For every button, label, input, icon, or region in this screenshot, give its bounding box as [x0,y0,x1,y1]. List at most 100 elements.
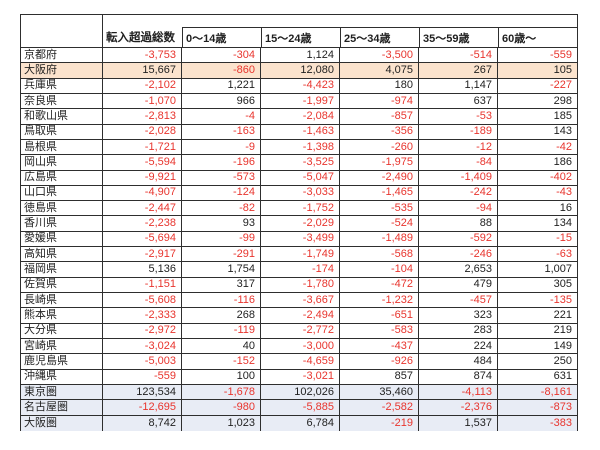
value-cell: -1,721 [103,139,182,156]
value-cell: -3,753 [103,48,182,64]
value-cell: -568 [340,247,419,263]
value-cell: -152 [182,354,261,370]
value-cell: 8,742 [103,415,182,431]
value-cell: -3,525 [261,155,340,171]
value-cell: 298 [498,94,577,110]
value-cell: 40 [182,338,261,355]
column-header-total: 転入超過総数 [106,32,175,44]
column-header-age: 35〜59歳 [419,27,498,47]
value-cell: 1,754 [182,262,261,278]
value-cell: 224 [419,338,498,355]
value-cell: 484 [419,354,498,370]
value-cell: -873 [498,400,577,416]
value-cell: -592 [419,231,498,248]
value-cell: -42 [498,140,577,156]
value-cell: -2,490 [340,170,419,186]
value-cell: -535 [340,201,419,217]
value-cell: -2,772 [261,323,340,339]
value-cell: -63 [498,247,577,263]
value-cell: 219 [498,324,577,339]
value-cell: -291 [182,247,261,263]
value-cell: -583 [340,323,419,339]
row-label: 愛媛県 [21,231,103,248]
value-cell: 16 [498,201,577,217]
value-cell: -1,409 [419,170,498,186]
value-cell: -5,608 [103,293,182,309]
value-cell: -4,113 [419,384,498,401]
value-cell: 874 [419,369,498,385]
value-cell: -124 [182,185,261,202]
value-cell: -5,594 [103,155,182,171]
value-cell: 221 [498,308,577,324]
value-cell: -3,024 [103,338,182,355]
value-cell: -1,151 [103,277,182,293]
value-cell: 35,460 [340,384,419,401]
value-cell: 88 [419,216,498,232]
value-cell: -219 [340,415,419,431]
value-cell: -1,465 [340,185,419,202]
value-cell: -15 [498,232,577,248]
value-cell: -104 [340,262,419,278]
value-cell: -2,102 [103,78,182,94]
value-cell: -246 [419,247,498,263]
value-cell: -260 [340,139,419,156]
value-cell: -116 [182,293,261,309]
value-cell: -94 [419,201,498,217]
value-cell: -174 [261,262,340,278]
value-cell: -5,003 [103,354,182,370]
value-cell: -1,780 [261,277,340,293]
value-cell: -53 [419,109,498,125]
value-cell: 1,023 [182,415,261,431]
value-cell: -860 [182,63,261,79]
column-header-age: 25〜34歳 [340,27,419,47]
row-label: 鳥取県 [21,124,103,140]
value-cell: 4,075 [340,63,419,79]
value-cell: -84 [419,155,498,171]
value-cell: 317 [182,277,261,293]
value-cell: 1,221 [182,78,261,94]
value-cell: -2,813 [103,109,182,125]
value-cell: -227 [498,79,577,94]
value-cell: -1,749 [261,247,340,263]
value-cell: -573 [182,170,261,186]
value-cell: -4,907 [103,185,182,202]
value-cell: -926 [340,354,419,370]
value-cell: -2,376 [419,400,498,416]
value-cell: -82 [182,201,261,217]
value-cell: 149 [498,339,577,355]
value-cell: -1,232 [340,293,419,309]
value-cell: -559 [498,48,577,64]
row-label: 大阪圏 [21,415,103,431]
value-cell: -12 [419,139,498,156]
value-cell: 479 [419,277,498,293]
value-cell: -304 [182,48,261,64]
row-label: 兵庫県 [21,78,103,94]
value-cell: -3,667 [261,293,340,309]
value-cell: -1,070 [103,93,182,110]
row-label: 東京圏 [21,384,103,401]
corner-cell [21,15,103,47]
value-cell: -5,885 [261,400,340,416]
value-cell: -1,752 [261,201,340,217]
value-cell: -1,398 [261,139,340,156]
value-cell: 250 [498,354,577,370]
value-cell: 2,653 [419,262,498,278]
value-cell: -1,975 [340,155,419,171]
value-cell: 637 [419,93,498,110]
value-cell: 93 [182,216,261,232]
value-cell: 12,080 [261,63,340,79]
value-cell: -402 [498,171,577,186]
value-cell: -242 [419,185,498,202]
value-cell: 857 [340,369,419,385]
row-label: 奈良県 [21,93,103,110]
value-cell: -974 [340,93,419,110]
value-cell: -2,029 [261,216,340,232]
value-cell: -2,333 [103,308,182,324]
row-label: 名古屋圏 [21,400,103,416]
value-cell: -5,047 [261,170,340,186]
column-header-age: 0〜14歳 [182,27,261,47]
value-cell: -8,161 [498,384,577,401]
value-cell: 1,007 [498,262,577,278]
value-cell: 15,667 [103,63,182,79]
value-cell: 102,026 [261,384,340,401]
